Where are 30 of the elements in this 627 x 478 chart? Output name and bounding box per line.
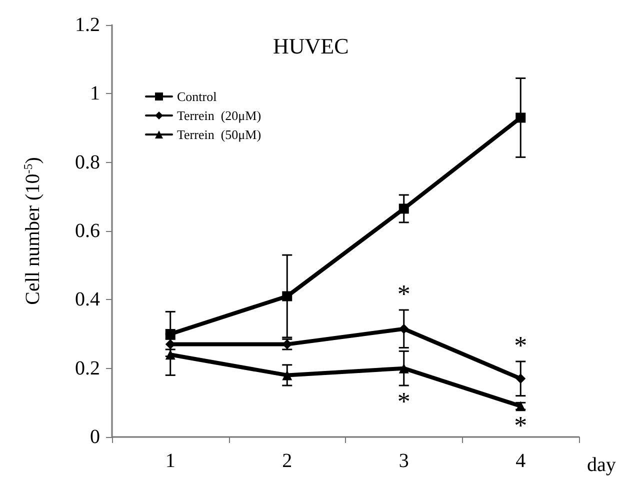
y-tick-label: 0.2	[75, 357, 100, 380]
y-tick-label: 0.8	[75, 151, 100, 174]
point	[398, 204, 409, 214]
point	[398, 363, 409, 374]
annotation: *	[397, 387, 410, 416]
x-tick-label: 1	[165, 450, 176, 472]
x-tick-label: 2	[282, 450, 292, 472]
y-tick-label: 1.2	[75, 14, 100, 36]
x-tick-label: 3	[398, 450, 409, 472]
legend-label: Terrein (20μM)	[177, 108, 262, 123]
x-axis-title: day	[587, 454, 616, 476]
point	[282, 291, 292, 302]
chart-title: HUVEC	[273, 34, 349, 58]
legend-label: Control	[177, 89, 218, 104]
point	[165, 350, 176, 360]
x-tick-label: 4	[516, 450, 526, 472]
y-tick-label: 0	[90, 426, 100, 448]
point	[282, 370, 292, 380]
annotation: *	[514, 330, 528, 360]
annotation: *	[514, 411, 528, 440]
legend-label: Terrein (50μM)	[177, 127, 262, 142]
y-tick-label: 0.4	[75, 288, 100, 311]
y-tick-label: 1	[90, 82, 100, 105]
y-tick-label: 0.6	[75, 220, 100, 242]
point	[165, 329, 176, 339]
annotation: *	[397, 279, 410, 308]
point	[398, 324, 409, 334]
y-axis-title: Cell number (10-5)	[21, 157, 44, 305]
point	[516, 112, 526, 123]
point	[516, 374, 526, 384]
